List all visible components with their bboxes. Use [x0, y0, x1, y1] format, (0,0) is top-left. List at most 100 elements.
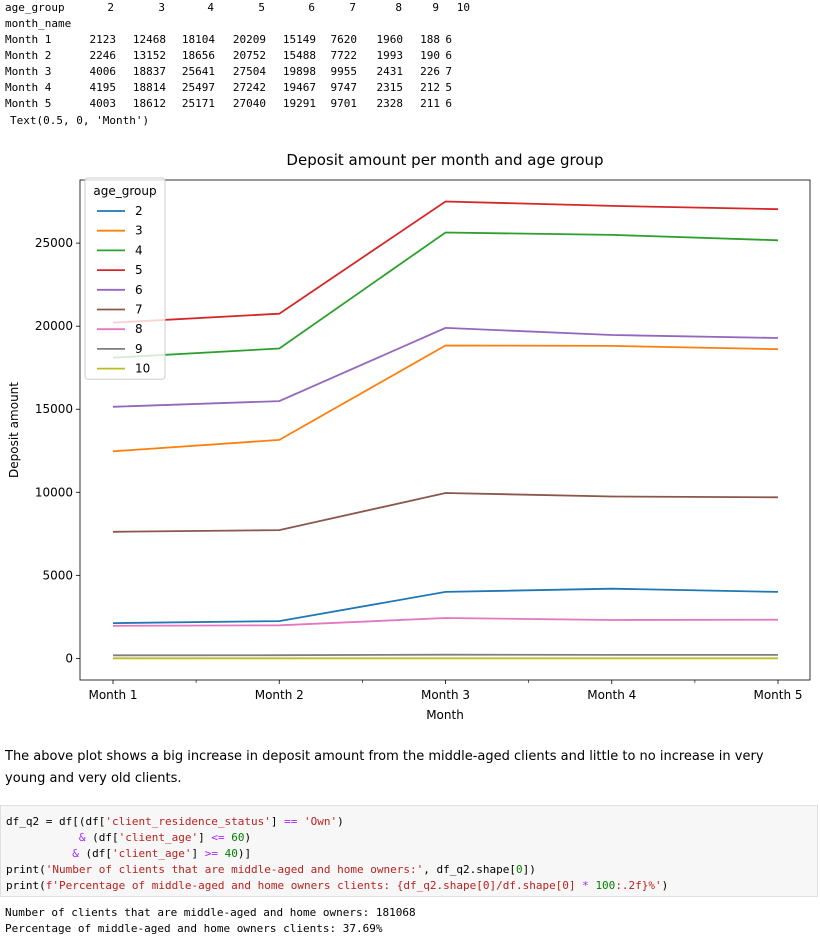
series-line-9: [112, 653, 778, 657]
table-cell: 4195: [89, 81, 117, 94]
table-cell: 7620: [330, 33, 358, 46]
code-cell[interactable]: df_q2 = df[(df['client_residence_status'…: [0, 805, 818, 897]
table-cell: 25641: [181, 65, 215, 78]
table-row: Month 3 4006 18837 25641 27504 19898 9955 2431 2…: [5, 64, 485, 80]
table-cell: 4003: [89, 97, 117, 110]
table-cell: 2328: [376, 97, 404, 110]
chart-svg: Deposit amount per month and age group 0 5…: [7, 151, 811, 722]
table-cell: 2431: [376, 65, 404, 78]
line-chart: Deposit amount per month and age group 0 5…: [0, 145, 820, 735]
table-cell: 15488: [282, 49, 316, 62]
table-cell: 13152: [132, 49, 166, 62]
legend-label-7: 7: [135, 303, 143, 317]
legend-label-10: 10: [135, 362, 150, 376]
legend-label-6: 6: [135, 283, 143, 297]
table-cell: 188: [420, 33, 440, 46]
code-block[interactable]: df_q2 = df[(df['client_residence_status'…: [6, 815, 669, 892]
table-cell: 18814: [132, 81, 166, 94]
table-cell: 27040: [232, 97, 266, 110]
legend-label-2: 2: [135, 204, 143, 218]
table-row: Month 1 2123 12468 18104 20209 15149 7620 1960 1…: [5, 32, 485, 48]
series-line-3: [112, 344, 779, 453]
legend-label-9: 9: [135, 342, 143, 356]
table-row: Month 2 2246 13152 18656 20752 15488 7722 1993 1…: [5, 48, 485, 64]
table-cell: 9701: [330, 97, 358, 110]
y-tick-label: 0: [65, 651, 73, 665]
table-cell: 18837: [132, 65, 166, 78]
table-cell: 190: [420, 49, 440, 62]
table-cell: 27504: [232, 65, 266, 78]
row-label: Month 1: [5, 33, 52, 46]
table-cell: 5: [445, 81, 452, 94]
series-line-5: [112, 200, 779, 324]
series-line-2: [112, 587, 779, 624]
x-tick-label: Month 2: [255, 688, 304, 702]
table-cell: 18104: [181, 33, 215, 46]
column-header: 3: [158, 1, 165, 14]
y-tick-label: 20000: [35, 319, 73, 333]
table-cell: 6: [445, 33, 452, 46]
table-cell: 20209: [232, 33, 266, 46]
legend-label-4: 4: [135, 243, 143, 257]
series-line-6: [112, 326, 779, 408]
x-tick-label: Month 5: [753, 688, 802, 702]
table-row: Month 5 4003 18612 25171 27040 19291 9701 2328 2…: [5, 96, 485, 112]
row-label: Month 4: [5, 81, 52, 94]
table-cell: 19291: [282, 97, 316, 110]
table-cell: 2246: [89, 49, 117, 62]
dataframe-output: age_group 2 3 4 5 6 7 8 9 10 month_name …: [5, 0, 820, 136]
series-line-8: [112, 617, 779, 627]
stdout-line: Number of clients that are middle-aged a…: [5, 906, 416, 919]
legend-title: age_group: [93, 184, 156, 198]
table-cell: 1993: [376, 49, 404, 62]
x-tick-label: Month 3: [421, 688, 470, 702]
columns-label: age_group: [5, 1, 65, 14]
column-header: 8: [395, 1, 402, 14]
markdown-text: The above plot shows a big increase in d…: [5, 749, 764, 786]
table-cell: 1960: [376, 33, 404, 46]
legend-label-8: 8: [135, 322, 143, 336]
column-header: 7: [349, 1, 356, 14]
x-tick-label: Month 1: [88, 688, 137, 702]
plot-frame: [79, 179, 811, 681]
row-label: Month 5: [5, 97, 52, 110]
text-repr-output: Text(0.5, 0, 'Month'): [10, 114, 150, 127]
y-tick-label: 10000: [35, 485, 73, 499]
column-header: 6: [308, 1, 315, 14]
x-tick-label: Month 4: [587, 688, 636, 702]
x-axis-label: Month: [426, 708, 464, 722]
table-cell: 7: [445, 65, 452, 78]
table-cell: 9955: [330, 65, 358, 78]
row-label: Month 3: [5, 65, 52, 78]
row-label: Month 2: [5, 49, 52, 62]
table-cell: 212: [420, 81, 440, 94]
table-cell: 12468: [132, 33, 166, 46]
table-cell: 6: [445, 49, 452, 62]
table-cell: 226: [420, 65, 440, 78]
table-cell: 25497: [181, 81, 215, 94]
chart-title: Deposit amount per month and age group: [286, 151, 603, 169]
table-cell: 20752: [232, 49, 266, 62]
table-cell: 6: [445, 97, 452, 110]
stdout-output: Number of clients that are middle-aged a…: [5, 905, 416, 937]
y-axis-label: Deposit amount: [7, 382, 21, 478]
y-tick-label: 25000: [35, 236, 73, 250]
series-line-4: [112, 231, 779, 359]
table-cell: 18612: [132, 97, 166, 110]
table-cell: 4006: [89, 65, 117, 78]
table-cell: 7722: [330, 49, 358, 62]
column-header: 10: [456, 1, 470, 14]
table-cell: 9747: [330, 81, 358, 94]
column-header: 9: [432, 1, 439, 14]
column-header: 5: [258, 1, 265, 14]
series-line-7: [112, 492, 779, 533]
dataframe-index-row: month_name: [5, 16, 485, 32]
legend-label-5: 5: [135, 263, 143, 277]
index-label: month_name: [5, 17, 72, 30]
table-cell: 19898: [282, 65, 316, 78]
stdout-line: Percentage of middle-aged and home owner…: [5, 922, 383, 935]
table-cell: 27242: [232, 81, 266, 94]
dataframe-table: age_group 2 3 4 5 6 7 8 9 10 month_name …: [5, 0, 470, 110]
y-tick-label: 5000: [42, 568, 73, 582]
legend-label-3: 3: [135, 224, 143, 238]
